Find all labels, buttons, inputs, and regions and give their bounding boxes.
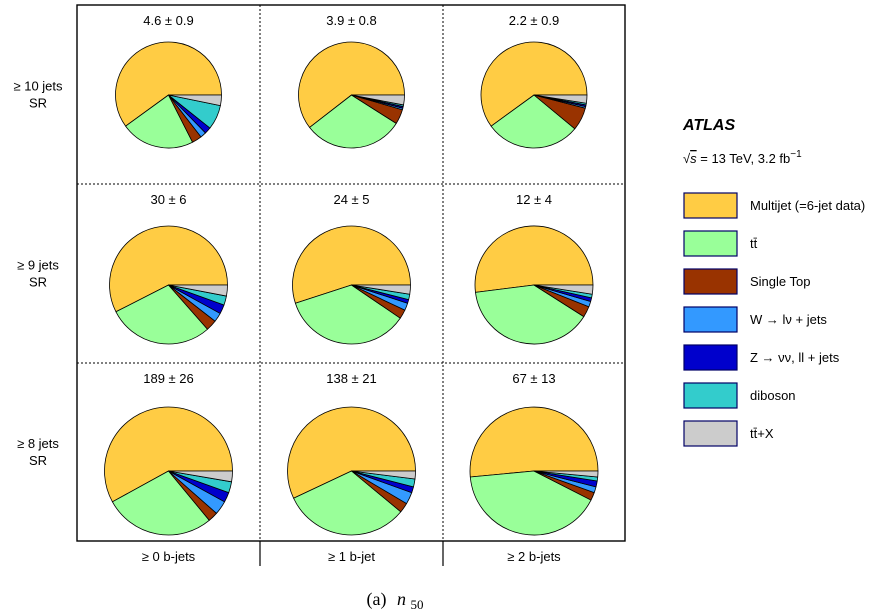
pie-chart: 138 ± 21 [287,371,416,536]
legend-label: Single Top [750,274,810,289]
pie-chart: 67 ± 13 [469,371,599,536]
legend-label: tt̄ [750,236,758,251]
legend-item: tt̄ [683,230,758,257]
column-labels: ≥ 0 b-jets ≥ 1 b-jet ≥ 2 b-jets [142,549,561,564]
pie-slice-multijet-6-jet-data [287,406,416,499]
pie-chart: 2.2 ± 0.9 [480,13,588,149]
pie-slice-tt-x [168,470,233,483]
legend-item: Single Top [683,268,810,295]
legend-item: diboson [683,382,796,409]
pie-slice-tt-x [351,284,411,295]
pie-grid: 4.6 ± 0.9 3.9 ± 0.8 2.2 ± 0.9 30 ± 6 24 ± 5 1… [104,13,599,536]
pie-total-label: 3.9 ± 0.8 [326,13,377,28]
pie-total-label: 2.2 ± 0.9 [509,13,560,28]
pie-slice-tt [309,94,397,149]
pie-slice-tt-x [351,470,416,480]
pie-slice-multijet-6-jet-data [469,406,599,478]
plot-frame [76,4,626,566]
legend-swatch [683,382,738,409]
pie-slice-multijet-6-jet-data [474,225,594,293]
pie-slice-tt-x [168,94,222,106]
legend-item: Z → νν, ll + jets [683,344,840,371]
pie-slice-multijet-6-jet-data [104,406,233,503]
caption-subscript: 50 [410,597,423,612]
pie-slice-tt [490,94,576,149]
energy-superscript: −1 [790,149,802,160]
caption-variable: n [397,589,406,609]
column-label: ≥ 0 b-jets [142,549,196,564]
row-label-jets: ≥ 9 jets [17,258,59,273]
energy-label: √s = 13 TeV, 3.2 fb−1 [683,149,802,166]
pie-total-label: 4.6 ± 0.9 [143,13,194,28]
legend-swatch [683,192,738,219]
legend-item: tt̄+X [683,420,774,447]
legend-label: Multijet (=6-jet data) [750,198,865,213]
pie-chart: 12 ± 4 [474,192,594,345]
row-labels: ≥ 10 jets SR ≥ 9 jets SR ≥ 8 jets SR [13,79,63,469]
pie-chart: 30 ± 6 [109,192,228,345]
energy-symbol: s [690,151,697,166]
pie-total-label: 30 ± 6 [150,192,186,207]
legend-item: W → lν + jets [683,306,827,333]
energy-value: = 13 TeV, 3.2 fb [697,151,791,166]
pie-slice-multijet-6-jet-data [298,41,405,128]
legend-swatch [683,268,738,295]
caption-prefix: (a) [367,589,387,610]
legend-item: Multijet (=6-jet data) [683,192,865,219]
row-label-region: SR [29,96,47,111]
pie-slice-tt [112,470,210,536]
pie-chart: 3.9 ± 0.8 [298,13,405,149]
legend-swatch [683,344,738,371]
row-label-jets: ≥ 10 jets [13,79,63,94]
pie-slice-tt [469,470,592,536]
pie-total-label: 12 ± 4 [516,192,552,207]
row-label-region: SR [29,453,47,468]
experiment-label: ATLAS [682,117,735,134]
legend-label: tt̄+X [750,426,774,441]
pie-slice-tt-x [351,94,405,106]
pie-slice-tt [293,470,402,536]
legend-swatch [683,306,738,333]
pie-slice-multijet-6-jet-data [292,225,411,304]
pie-slice-tt-x [533,470,599,478]
pie-slice-tt [125,94,193,149]
pie-chart: 4.6 ± 0.9 [115,13,222,149]
column-label: ≥ 1 b-jet [328,549,375,564]
pie-slice-multijet-6-jet-data [109,225,228,313]
pie-chart: 189 ± 26 [104,371,233,536]
legend-swatch [683,230,738,257]
row-label-region: SR [29,275,47,290]
pie-total-label: 138 ± 21 [326,371,377,386]
column-label: ≥ 2 b-jets [507,549,561,564]
pie-total-label: 24 ± 5 [333,192,369,207]
sqrt-sign: √ [683,151,691,166]
legend-swatch [683,420,738,447]
figure-caption: (a) n 50 [367,589,424,612]
pie-slice-tt [115,284,208,345]
pie-slice-tt [294,284,401,345]
pie-slice-multijet-6-jet-data [115,41,222,127]
pie-chart: 24 ± 5 [292,192,411,345]
pie-slice-tt-x [168,284,228,297]
pie-slice-tt-x [533,284,594,295]
legend: ATLAS √s = 13 TeV, 3.2 fb−1 Multijet (=6-j… [682,117,865,447]
pie-total-label: 67 ± 13 [512,371,555,386]
legend-label: Z → νν, ll + jets [750,350,840,365]
pie-slice-multijet-6-jet-data [480,41,588,127]
legend-label: W → lν + jets [750,312,827,327]
legend-label: diboson [750,388,796,403]
row-label-jets: ≥ 8 jets [17,436,59,451]
frame-border [76,4,626,542]
pie-total-label: 189 ± 26 [143,371,194,386]
pie-slice-tt-x [533,94,588,104]
